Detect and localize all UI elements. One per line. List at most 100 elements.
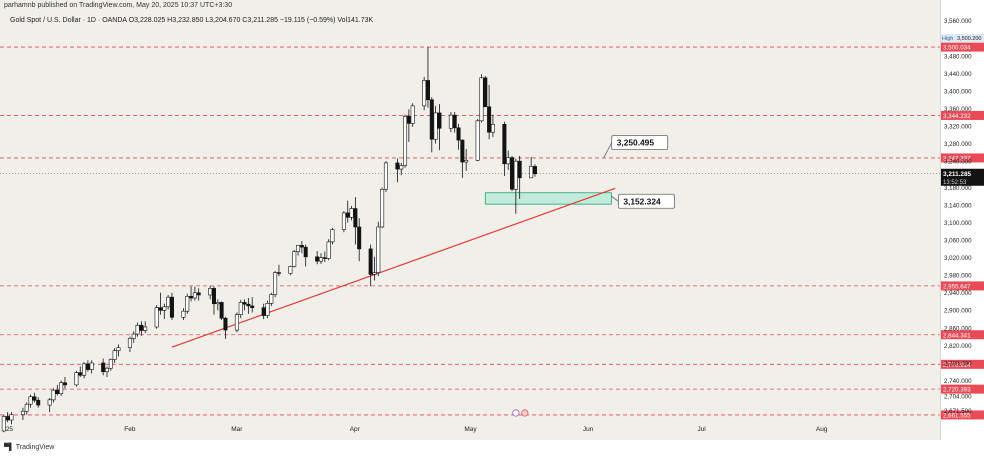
price-tick-label: 3,020.000 xyxy=(944,255,972,262)
candle-body-down xyxy=(5,416,10,421)
candle-body-up xyxy=(410,105,415,124)
price-tick-label: 3,240.000 xyxy=(944,159,972,166)
symbol-title[interactable]: Gold Spot / U.S. Dollar · 1D · OANDA xyxy=(10,17,127,24)
candle-body-down xyxy=(36,399,41,406)
candle-body-up xyxy=(513,160,518,190)
candle-body-up xyxy=(59,382,64,394)
callout-pointer xyxy=(611,195,619,202)
symbol-ohlc-line: Gold Spot / U.S. Dollar · 1D · OANDA O3,… xyxy=(10,17,373,24)
level-price-label: 3,247.337 xyxy=(943,156,971,163)
level-price-label: 3,500.034 xyxy=(943,45,971,52)
price-tick-label: 2,740.000 xyxy=(944,378,972,385)
candle-body-down xyxy=(189,295,194,299)
candle-body-down xyxy=(456,127,461,141)
candle-body-up xyxy=(464,159,469,163)
candle-body-up xyxy=(399,165,404,170)
candle-body-up xyxy=(475,120,480,161)
candle-body-up xyxy=(1,416,6,432)
level-price-badge xyxy=(941,359,984,369)
candle-body-down xyxy=(223,317,228,331)
candle-body-up xyxy=(215,302,220,305)
level-price-label: 2,776.914 xyxy=(943,362,971,369)
flag-marker-icon xyxy=(521,409,529,417)
candle-body-down xyxy=(101,362,106,373)
candle-body-up xyxy=(208,288,213,296)
candle-body-down xyxy=(261,307,266,316)
candle-body-up xyxy=(104,367,109,373)
time-tick-label: Mar xyxy=(231,426,243,433)
tradingview-logo[interactable]: ▀▌ TradingView xyxy=(4,444,54,451)
candle-body-up xyxy=(318,257,323,262)
price-tick-label: 2,860.000 xyxy=(944,325,972,332)
candle-body-up xyxy=(166,296,171,308)
price-tick-label: 3,100.000 xyxy=(944,220,972,227)
time-tick-label: 25 xyxy=(6,426,14,433)
price-tick-label: 2,980.000 xyxy=(944,273,972,280)
high-value: 3,500.200 xyxy=(957,36,981,42)
candle-body-down xyxy=(139,324,144,331)
candle-body-up xyxy=(82,363,87,376)
candle-body-down xyxy=(452,114,457,129)
candle-body-up xyxy=(269,294,274,304)
event-marker-icon xyxy=(512,409,520,417)
price-tick-label: 3,400.000 xyxy=(944,88,972,95)
candle-body-down xyxy=(246,303,251,307)
candle-body-down xyxy=(85,363,90,370)
candle-body-up xyxy=(433,112,438,140)
candle-body-down xyxy=(487,106,492,133)
candle-body-down xyxy=(196,292,201,296)
price-tick-label: 3,280.000 xyxy=(944,141,972,148)
candle-body-up xyxy=(448,114,453,129)
candle-body-up xyxy=(24,403,29,412)
level-price-label: 2,955.647 xyxy=(943,284,971,291)
candle-body-up xyxy=(529,166,534,179)
callout-pointer xyxy=(603,142,613,158)
candle-body-down xyxy=(242,302,247,305)
candle-body-up xyxy=(192,292,197,299)
candle-body-down xyxy=(276,272,281,274)
candle-body-up xyxy=(380,188,385,228)
candle-body-up xyxy=(116,347,121,351)
candle-body-up xyxy=(20,410,25,416)
candle-body-up xyxy=(51,389,56,401)
high-caption: High xyxy=(942,36,953,42)
price-tick-label: 2,780.000 xyxy=(944,360,972,367)
candle-body-down xyxy=(158,307,163,311)
time-tick-label: Apr xyxy=(350,426,361,433)
candle-body-down xyxy=(483,77,488,108)
candle-body-up xyxy=(108,359,113,369)
plot-area[interactable] xyxy=(0,0,940,440)
candle-body-down xyxy=(32,396,37,401)
candle-body-up xyxy=(383,162,388,190)
candle-body-up xyxy=(349,208,354,218)
price-tick-label: 3,560.000 xyxy=(944,18,972,25)
candle-body-down xyxy=(437,112,442,129)
candle-body-up xyxy=(273,272,278,295)
price-tick-label: 2,940.000 xyxy=(944,290,972,297)
candle-body-up xyxy=(376,226,381,273)
candle-body-up xyxy=(296,245,301,252)
candle-body-up xyxy=(341,212,346,230)
candle-body-down xyxy=(353,208,358,228)
candle-body-up xyxy=(127,338,132,348)
candle-body-up xyxy=(372,272,377,275)
price-tick-label: 3,060.000 xyxy=(944,238,972,245)
candle-body-up xyxy=(28,396,33,405)
candle-body-down xyxy=(322,257,327,259)
time-tick-label: Jun xyxy=(583,426,594,433)
price-tick-label: 3,480.000 xyxy=(944,53,972,60)
level-price-badge xyxy=(941,42,984,52)
candle-body-down xyxy=(219,302,224,319)
level-price-badge xyxy=(941,110,984,120)
candle-body-down xyxy=(345,212,350,218)
candle-body-down xyxy=(62,382,67,386)
candle-body-up xyxy=(234,314,239,331)
level-price-badge xyxy=(941,410,984,420)
price-tick-label: 3,180.000 xyxy=(944,185,972,192)
tv-mark-icon: ▀▌ xyxy=(4,444,14,451)
candle-body-down xyxy=(211,288,216,305)
candle-body-down xyxy=(532,166,537,175)
candle-body-up xyxy=(506,157,511,165)
level-price-label: 3,344.232 xyxy=(943,113,971,120)
